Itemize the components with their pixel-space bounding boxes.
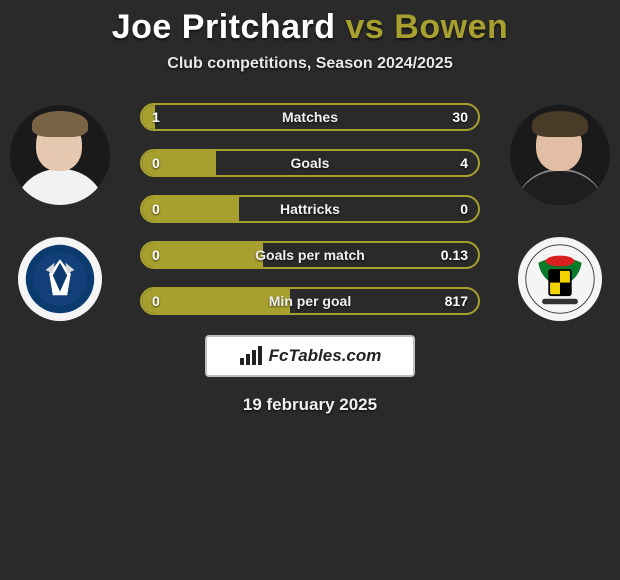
avatar-hair	[32, 111, 88, 137]
title-player2: Bowen	[394, 8, 508, 46]
stat-label: Min per goal	[142, 293, 478, 309]
player2-avatar	[510, 105, 610, 205]
watermark-text: FcTables.com	[269, 346, 382, 366]
stat-label: Hattricks	[142, 201, 478, 217]
stat-right-value: 30	[452, 109, 468, 125]
title-player1: Joe Pritchard	[112, 8, 336, 46]
stat-right-value: 817	[445, 293, 468, 309]
subtitle: Club competitions, Season 2024/2025	[167, 55, 452, 73]
avatar-torso	[14, 169, 106, 205]
player1-club-crest	[18, 237, 102, 321]
stat-right-value: 0.13	[441, 247, 468, 263]
comparison-date: 19 february 2025	[243, 395, 377, 415]
stat-row-goals-per-match: 0 Goals per match 0.13	[140, 241, 480, 269]
comparison-body: 1 Matches 30 0 Goals 4 0 Hattricks 0 0 G…	[0, 103, 620, 315]
barchart-icon	[239, 346, 263, 366]
stat-right-value: 4	[460, 155, 468, 171]
stat-label: Matches	[142, 109, 478, 125]
player2-club-crest	[518, 237, 602, 321]
watermark-badge: FcTables.com	[205, 335, 415, 377]
stats-list: 1 Matches 30 0 Goals 4 0 Hattricks 0 0 G…	[140, 103, 480, 315]
stat-label: Goals per match	[142, 247, 478, 263]
title-vs: vs	[346, 8, 385, 46]
stat-label: Goals	[142, 155, 478, 171]
page-title: Joe Pritchard vs Bowen	[112, 8, 509, 47]
crest-svg	[524, 243, 596, 315]
stat-row-goals: 0 Goals 4	[140, 149, 480, 177]
stat-row-hattricks: 0 Hattricks 0	[140, 195, 480, 223]
stat-right-value: 0	[460, 201, 468, 217]
crest-svg	[24, 243, 96, 315]
player1-avatar	[10, 105, 110, 205]
avatar-hair	[532, 111, 588, 137]
stat-row-matches: 1 Matches 30	[140, 103, 480, 131]
stat-row-min-per-goal: 0 Min per goal 817	[140, 287, 480, 315]
avatar-torso	[514, 169, 606, 205]
comparison-card: Joe Pritchard vs Bowen Club competitions…	[0, 0, 620, 415]
